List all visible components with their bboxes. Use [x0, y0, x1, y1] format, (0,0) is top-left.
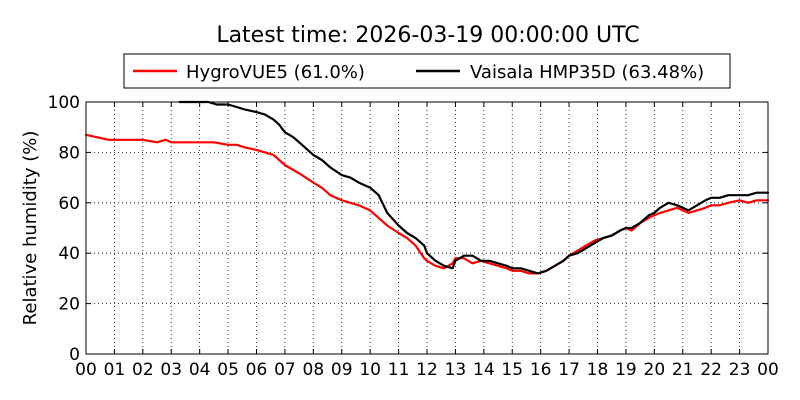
y-tick-label: 20 — [58, 295, 80, 315]
y-tick-label: 60 — [58, 194, 80, 214]
x-tick-label: 15 — [501, 360, 523, 380]
plot-frame — [85, 101, 769, 355]
series-line-vaisala — [178, 100, 770, 275]
x-tick-label: 23 — [729, 360, 751, 380]
y-axis-label: Relative humidity (%) — [20, 131, 41, 326]
x-tick-label: 11 — [388, 360, 410, 380]
x-tick-label: 02 — [132, 360, 154, 380]
x-tick-label: 18 — [587, 360, 609, 380]
x-tick-label: 08 — [303, 360, 325, 380]
x-tick-label: 06 — [246, 360, 268, 380]
y-tick-label: 0 — [69, 345, 80, 365]
x-tick-label: 20 — [644, 360, 666, 380]
legend-label-hygrovue5: HygroVUE5 (61.0%) — [186, 62, 365, 83]
y-tick-label: 40 — [58, 244, 80, 264]
plot-area: 00 01 02 03 04 05 06 07 08 09 10 11 12 13 14 15 16 17 18 19… — [48, 93, 779, 380]
legend: HygroVUE5 (61.0%) Vaisala HMP35D (63.48%… — [123, 53, 731, 89]
y-tick-label: 80 — [58, 143, 80, 163]
x-tick-label: 10 — [359, 360, 381, 380]
x-tick-label: 07 — [274, 360, 296, 380]
x-tick-label: 13 — [445, 360, 467, 380]
x-tick-label: 12 — [416, 360, 438, 380]
x-tick-label: 04 — [189, 360, 211, 380]
legend-label-vaisala: Vaisala HMP35D (63.48%) — [470, 62, 704, 83]
y-tick-label: 100 — [48, 93, 80, 113]
x-tick-label: 05 — [217, 360, 239, 380]
x-tick-label: 03 — [160, 360, 182, 380]
x-tick-label: 21 — [672, 360, 694, 380]
x-tick-label: 00 — [75, 360, 97, 380]
x-tick-label: 01 — [104, 360, 126, 380]
x-tick-label: 09 — [331, 360, 353, 380]
chart-title: Latest time: 2026-03-19 00:00:00 UTC — [216, 23, 639, 48]
x-tick-label: 16 — [530, 360, 552, 380]
x-tick-label: 19 — [615, 360, 637, 380]
x-tick-label: 22 — [700, 360, 722, 380]
x-tick-label: 14 — [473, 360, 495, 380]
x-tick-label: 00 — [757, 360, 779, 380]
series-line-hygrovue5 — [84, 133, 770, 275]
x-tick-label: 17 — [558, 360, 580, 380]
